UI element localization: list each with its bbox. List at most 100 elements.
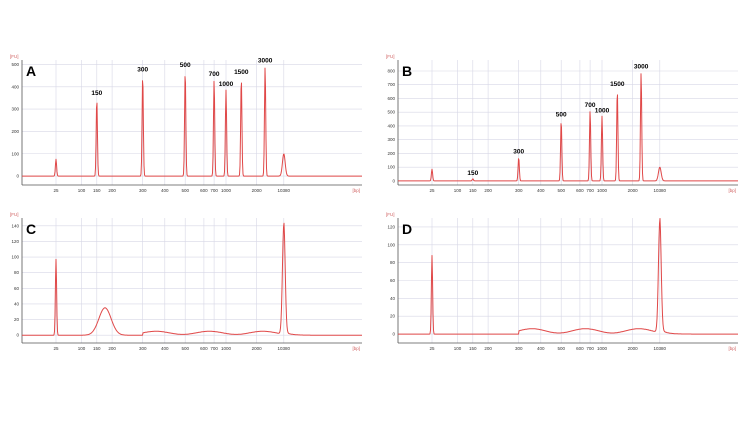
x-tick-label: 700 — [210, 188, 218, 193]
x-tick-label: 200 — [108, 188, 116, 193]
chart-panel-d: 0 20 40 60 80 100 120 25 100 150 200 300 400 500 600 70… — [386, 212, 738, 351]
x-tick-label: 600 — [200, 188, 208, 193]
peak-label: 3000 — [634, 63, 649, 70]
y-tick-label: 120 — [11, 239, 19, 244]
series-line-b — [398, 73, 738, 182]
x-tick-label: 2000 — [252, 188, 263, 193]
x-tick-label: 25 — [429, 188, 435, 193]
y-tick-label: 60 — [14, 286, 20, 291]
y-tick-label: 400 — [387, 123, 395, 128]
x-tick-label: 500 — [181, 188, 189, 193]
series-line-c — [22, 222, 362, 336]
x-tick-label: 2000 — [628, 188, 639, 193]
y-tick-label: 300 — [387, 137, 395, 142]
y-tick-label: 0 — [392, 332, 395, 337]
x-tick-label: 200 — [484, 188, 492, 193]
peak-label: 300 — [513, 149, 524, 156]
x-tick-label: 200 — [484, 346, 492, 351]
y-axis-unit: [FU] — [386, 54, 395, 59]
x-tick-label: 150 — [469, 346, 477, 351]
x-tick-label: 700 — [586, 188, 594, 193]
y-tick-label: 40 — [390, 296, 396, 301]
panel-letter: C — [26, 221, 36, 237]
x-tick-label: 100 — [78, 346, 86, 351]
x-axis-unit: [bp] — [352, 188, 360, 193]
x-tick-label: 1000 — [221, 188, 232, 193]
y-tick-label: 40 — [14, 301, 20, 306]
x-tick-label: 150 — [469, 188, 477, 193]
y-tick-label: 0 — [392, 178, 395, 183]
peak-label: 700 — [209, 71, 220, 78]
x-tick-label: 400 — [161, 346, 169, 351]
x-tick-label: 10380 — [278, 346, 291, 351]
panel-letter: A — [26, 63, 36, 79]
y-tick-label: 100 — [387, 165, 395, 170]
x-tick-label: 25 — [429, 346, 435, 351]
x-tick-label: 300 — [139, 346, 147, 351]
x-tick-label: 200 — [108, 346, 116, 351]
x-tick-label: 300 — [515, 346, 523, 351]
y-axis-unit: [FU] — [10, 54, 19, 59]
x-tick-label: 10380 — [654, 188, 667, 193]
peak-label: 300 — [137, 67, 148, 74]
y-tick-label: 500 — [11, 62, 19, 67]
x-tick-label: 700 — [210, 346, 218, 351]
x-tick-label: 150 — [93, 188, 101, 193]
x-tick-label: 300 — [515, 188, 523, 193]
x-tick-label: 400 — [161, 188, 169, 193]
peak-label: 150 — [467, 170, 478, 177]
y-tick-label: 100 — [11, 255, 19, 260]
y-tick-label: 0 — [16, 174, 19, 179]
panel-letter: D — [402, 221, 412, 237]
x-tick-label: 500 — [557, 188, 565, 193]
y-tick-label: 20 — [390, 314, 396, 319]
x-tick-label: 150 — [93, 346, 101, 351]
x-tick-label: 400 — [537, 346, 545, 351]
x-axis-unit: [bp] — [352, 346, 360, 351]
peak-label: 1000 — [219, 81, 234, 88]
x-tick-label: 10380 — [278, 188, 291, 193]
y-tick-label: 100 — [11, 151, 19, 156]
y-tick-label: 300 — [11, 107, 19, 112]
peak-label: 1500 — [234, 69, 249, 76]
y-tick-label: 200 — [11, 129, 19, 134]
y-tick-label: 100 — [387, 242, 395, 247]
x-tick-label: 100 — [78, 188, 86, 193]
y-tick-label: 400 — [11, 84, 19, 89]
y-tick-label: 80 — [14, 270, 20, 275]
peak-label: 500 — [180, 62, 191, 69]
peak-label: 150 — [91, 90, 102, 97]
y-tick-label: 600 — [387, 96, 395, 101]
y-tick-label: 800 — [387, 68, 395, 73]
peak-label: 1500 — [610, 81, 625, 88]
series-line-a — [22, 67, 362, 177]
x-tick-label: 500 — [181, 346, 189, 351]
x-tick-label: 100 — [454, 188, 462, 193]
x-tick-label: 10380 — [654, 346, 667, 351]
x-tick-label: 25 — [53, 346, 59, 351]
x-tick-label: 600 — [200, 346, 208, 351]
y-axis-unit: [FU] — [386, 212, 395, 217]
y-tick-label: 120 — [387, 224, 395, 229]
y-tick-label: 20 — [14, 317, 20, 322]
series-line-d — [398, 218, 738, 335]
x-tick-label: 100 — [454, 346, 462, 351]
peak-label: 3000 — [258, 58, 273, 65]
y-tick-label: 140 — [11, 223, 19, 228]
x-tick-label: 1000 — [221, 346, 232, 351]
peak-label: 700 — [585, 102, 596, 109]
panel-letter: B — [402, 63, 412, 79]
x-tick-label: 500 — [557, 346, 565, 351]
y-tick-label: 80 — [390, 260, 396, 265]
x-tick-label: 25 — [53, 188, 59, 193]
y-tick-label: 700 — [387, 82, 395, 87]
y-tick-label: 500 — [387, 110, 395, 115]
y-axis-unit: [FU] — [10, 212, 19, 217]
peak-label: 500 — [556, 111, 567, 118]
x-axis-unit: [bp] — [728, 188, 736, 193]
x-tick-label: 700 — [586, 346, 594, 351]
y-tick-label: 60 — [390, 278, 396, 283]
